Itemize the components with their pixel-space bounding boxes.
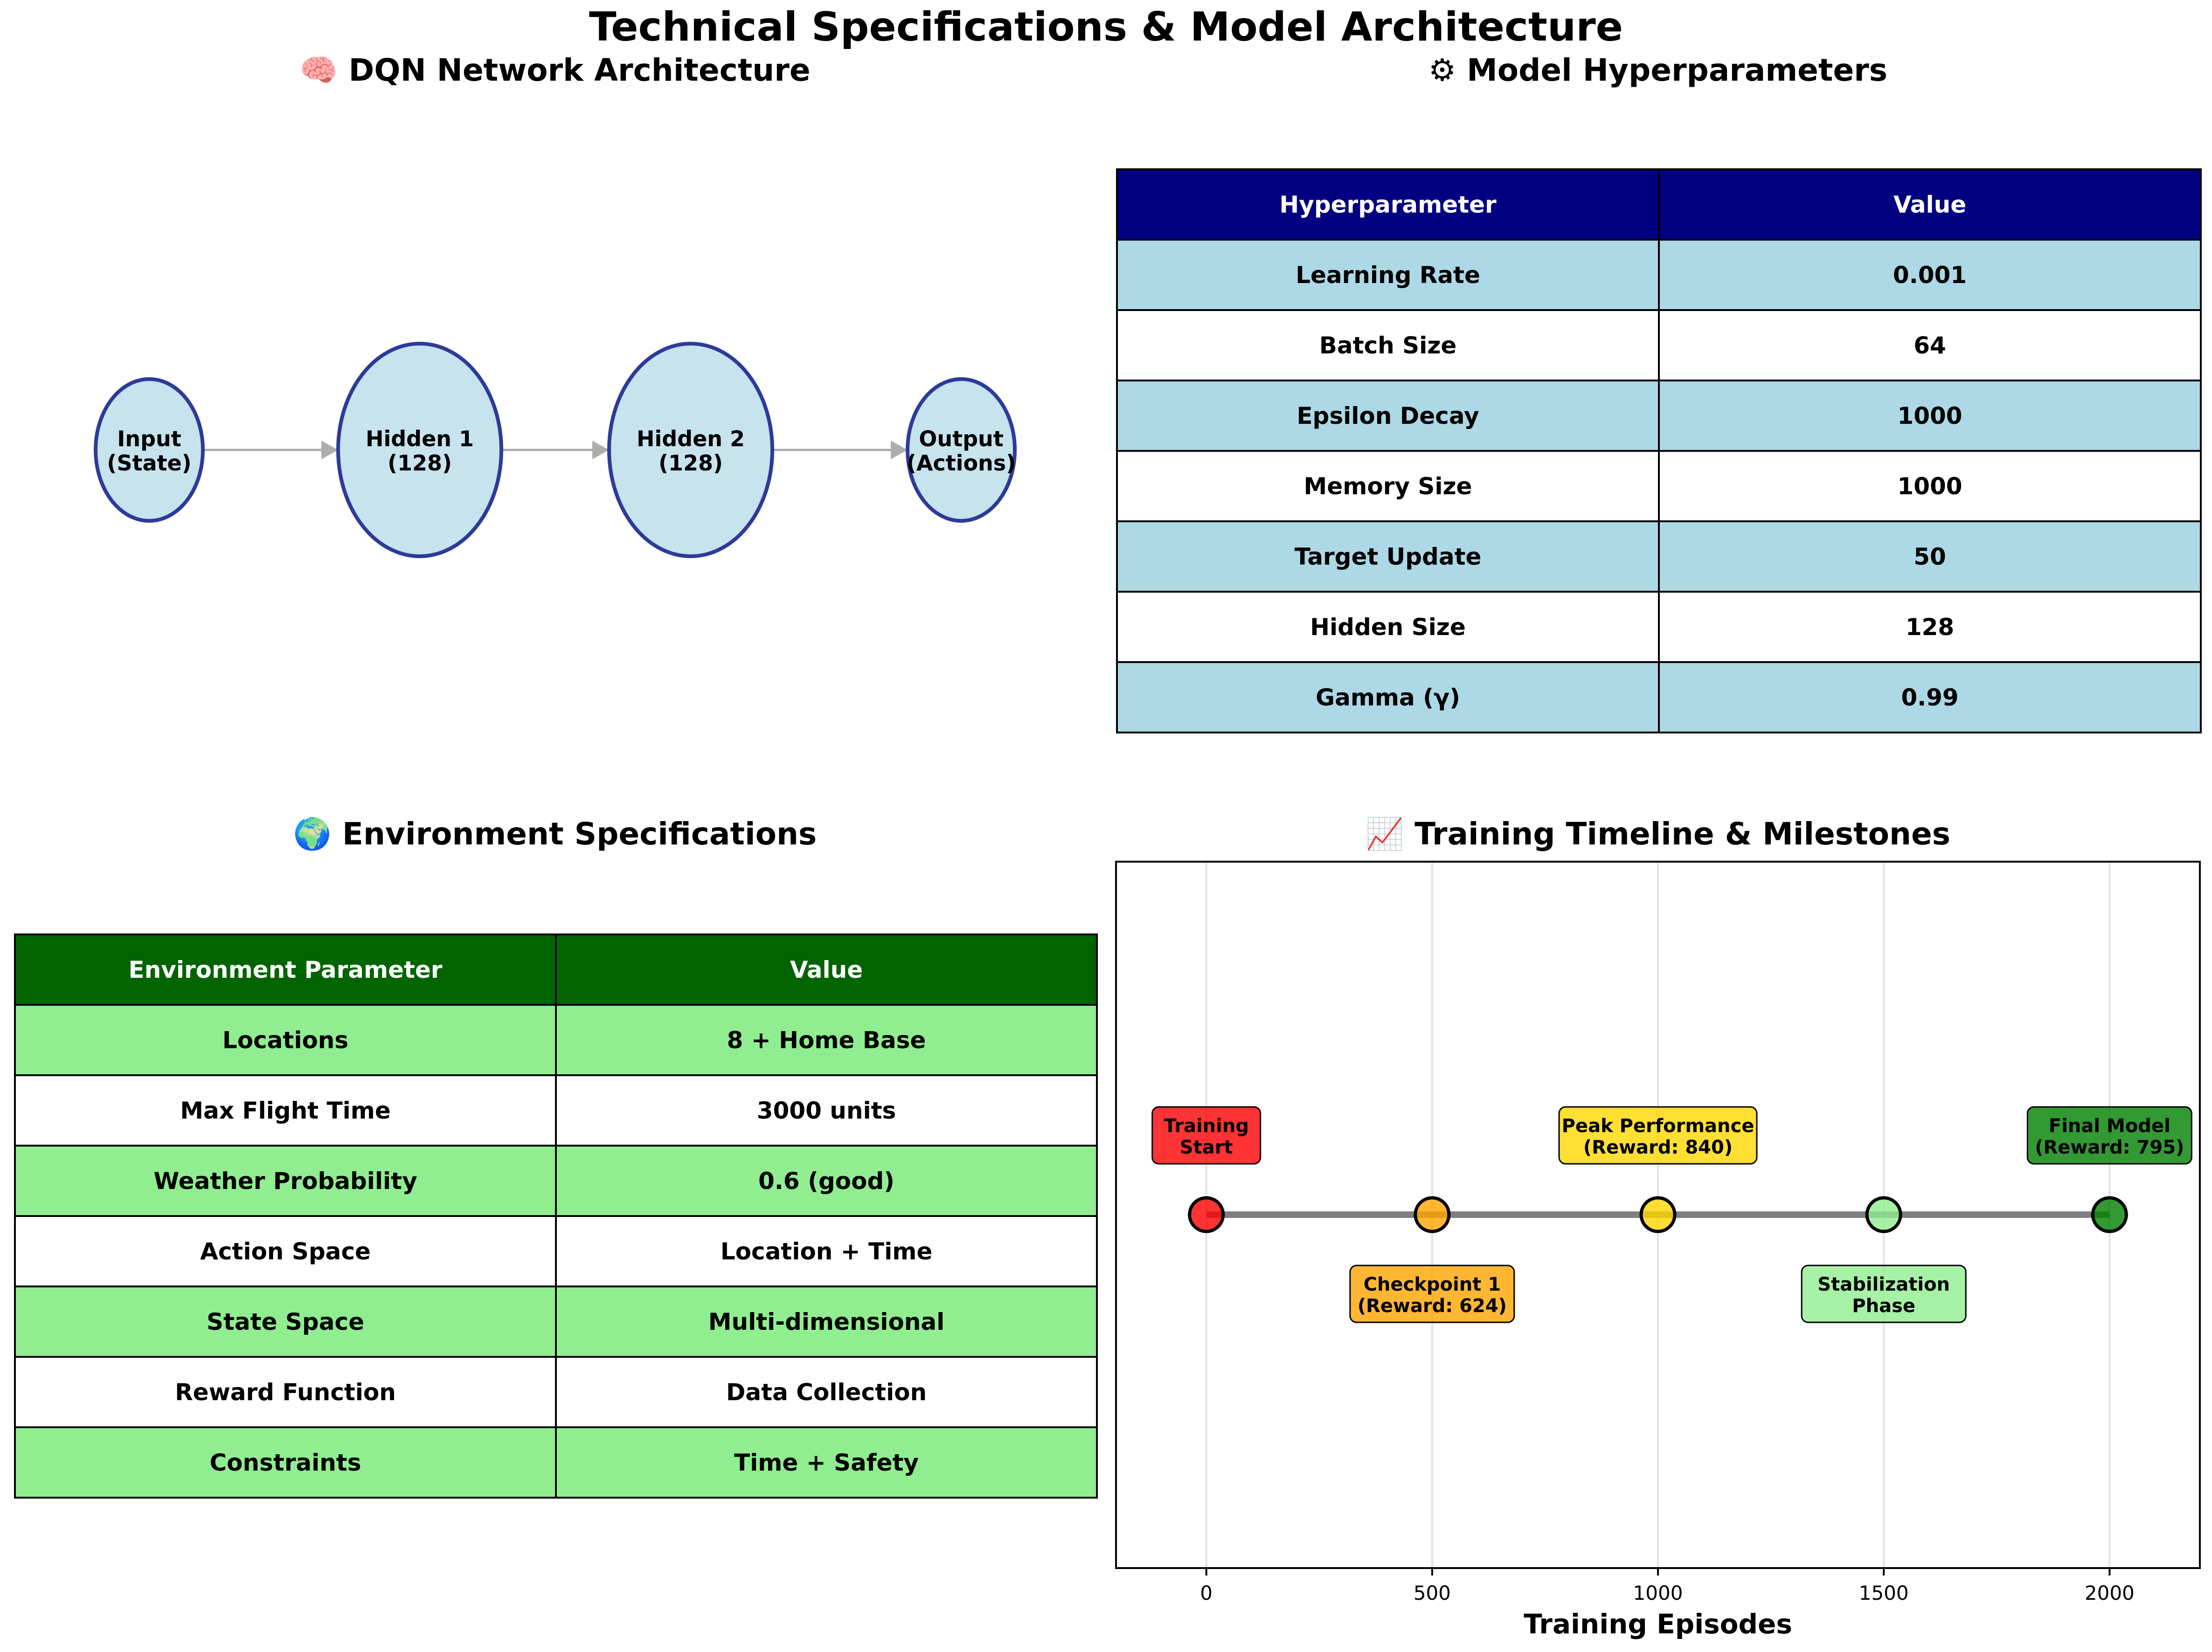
table-row: Locations 8 + Home Base [14,1004,1098,1076]
environment-value-cell: Multi-dimensional [555,1286,1098,1358]
milestone-label: Stabilization Phase [1817,1274,1950,1317]
milestone-label-box [2026,1106,2192,1165]
table-row: Learning Rate 0.001 [1116,239,2202,311]
hyperparameter-name-cell: Learning Rate [1116,239,1660,311]
layer-node [906,377,1017,523]
table-row: Gamma (γ) 0.99 [1116,661,2202,733]
environment-value-cell: Data Collection [555,1356,1098,1428]
table-row: Target Update 50 [1116,520,2202,593]
hyperparameter-name-cell: Memory Size [1116,450,1660,522]
table-row: Constraints Time + Safety [14,1426,1098,1499]
column-header: Environment Parameter [14,933,557,1006]
milestone-marker [1865,1196,1902,1233]
table-row: Batch Size 64 [1116,309,2202,381]
environment-name-cell: Reward Function [14,1356,557,1428]
hyperparams-panel-title: ⚙ Model Hyperparameters [1428,52,1888,88]
environment-name-cell: Max Flight Time [14,1074,557,1147]
milestone-label-box [1151,1106,1262,1165]
hyperparameter-name-cell: Hidden Size [1116,591,1660,663]
table-row: Action Space Location + Time [14,1215,1098,1287]
layer-label: Output (Actions) [907,426,1016,476]
network-panel-title: 🧠 DQN Network Architecture [299,52,811,88]
milestone-label: Peak Performance (Reward: 840) [1562,1115,1754,1158]
table-row: Memory Size 1000 [1116,450,2202,522]
environment-name-cell: Constraints [14,1426,557,1499]
environment-name-cell: Weather Probability [14,1145,557,1217]
x-axis-label: Training Episodes [1524,1608,1792,1640]
column-header: Hyperparameter [1116,168,1660,241]
layer-label: Input (State) [107,426,191,476]
layer-node [94,377,205,523]
hyperparameter-value-cell: 50 [1658,520,2202,593]
layer-node [607,342,774,558]
environment-name-cell: State Space [14,1286,557,1358]
layer-label: Hidden 2 (128) [637,426,745,476]
x-tick-label: 0 [1200,1582,1213,1604]
milestone-marker [1188,1196,1225,1233]
hyperparameter-value-cell: 128 [1658,591,2202,663]
milestone-label-box [1558,1106,1758,1165]
hyperparameter-value-cell: 0.001 [1658,239,2202,311]
environment-panel-title: 🌍 Environment Specifications [293,816,817,852]
milestone-label: Checkpoint 1 (Reward: 624) [1358,1274,1507,1317]
milestone-marker [2091,1196,2128,1233]
x-tick-label: 500 [1414,1582,1451,1604]
column-header: Value [555,933,1098,1006]
hyperparameter-value-cell: 64 [1658,309,2202,381]
milestone-label-box [1349,1265,1515,1323]
environment-name-cell: Locations [14,1004,557,1076]
column-header: Value [1658,168,2202,241]
layer-label: Hidden 1 (128) [366,426,474,476]
arrow-head [321,441,338,459]
arrow-head [592,441,609,459]
environment-name-cell: Action Space [14,1215,557,1287]
environment-value-cell: Time + Safety [555,1426,1098,1499]
milestone-label: Final Model (Reward: 795) [2035,1115,2184,1158]
x-tick-label: 1000 [1633,1582,1683,1604]
milestone-marker [1639,1196,1677,1233]
milestone-label-box [1801,1265,1967,1323]
hyperparameter-value-cell: 1000 [1658,380,2202,452]
environment-value-cell: 0.6 (good) [555,1145,1098,1217]
hyperparameter-value-cell: 0.99 [1658,661,2202,733]
environment-table: Environment Parameter Value Locations 8 +… [14,933,1098,1499]
hyperparameter-name-cell: Batch Size [1116,309,1660,381]
table-row: Weather Probability 0.6 (good) [14,1145,1098,1217]
arrow-head [891,441,908,459]
x-tick-label: 2000 [2085,1582,2135,1604]
x-tick-label: 1500 [1859,1582,1909,1604]
hyperparameter-table: Hyperparameter Value Learning Rate 0.001 B… [1116,168,2202,733]
milestone-label: Training Start [1164,1115,1249,1158]
milestone-marker [1414,1196,1451,1233]
table-row: Epsilon Decay 1000 [1116,380,2202,452]
figure-title: Technical Specifications & Model Archite… [589,4,1623,50]
hyperparameter-name-cell: Target Update [1116,520,1660,593]
environment-value-cell: Location + Time [555,1215,1098,1287]
table-row: Reward Function Data Collection [14,1356,1098,1428]
environment-value-cell: 3000 units [555,1074,1098,1147]
table-row: State Space Multi-dimensional [14,1286,1098,1358]
hyperparameter-value-cell: 1000 [1658,450,2202,522]
table-row: Hidden Size 128 [1116,591,2202,663]
timeline-panel-title: 📈 Training Timeline & Milestones [1365,816,1951,852]
hyperparameter-name-cell: Gamma (γ) [1116,661,1660,733]
hyperparameter-name-cell: Epsilon Decay [1116,380,1660,452]
environment-value-cell: 8 + Home Base [555,1004,1098,1076]
table-row: Max Flight Time 3000 units [14,1074,1098,1147]
layer-node [336,342,503,558]
plot-frame [1115,861,2201,1569]
network-diagram: Input (State) Hidden 1 (128) Hidden 2 (128) Ou… [94,342,1017,558]
